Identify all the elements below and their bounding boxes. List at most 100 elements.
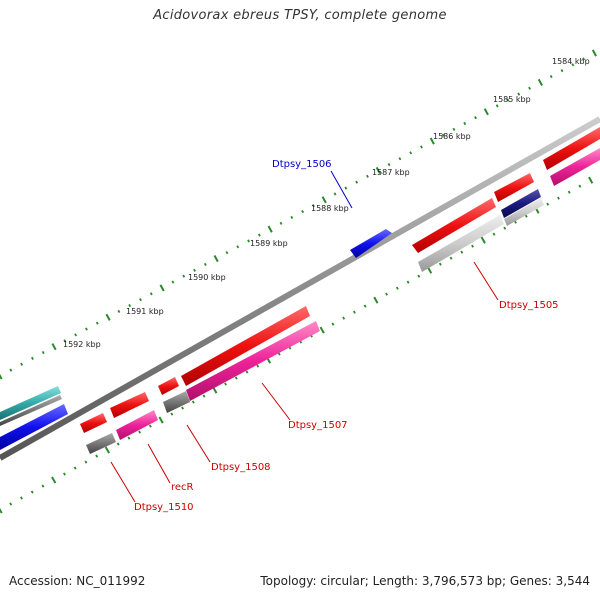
ruler-minor-tick xyxy=(524,214,528,218)
cds-lower-pink-right[interactable] xyxy=(550,148,600,186)
ruler-minor-tick xyxy=(171,280,175,284)
cds-left-gray[interactable] xyxy=(0,395,62,426)
leader-dtpsy-1510 xyxy=(110,461,136,503)
ruler-minor-tick xyxy=(20,362,24,366)
cds-dtpsy-1510-b[interactable] xyxy=(86,433,116,454)
ruler-minor-tick xyxy=(41,484,45,488)
cds-dtpsy-1505-b[interactable] xyxy=(418,215,504,272)
ruler-minor-tick xyxy=(460,250,464,254)
ruler-minor-tick xyxy=(257,233,261,237)
cds-left-teal[interactable] xyxy=(0,386,61,420)
kbp-label: 1587 kbp xyxy=(372,168,410,177)
cds-lower-gray[interactable] xyxy=(504,198,544,226)
ruler-minor-tick xyxy=(149,292,153,296)
ruler-minor-tick xyxy=(225,251,229,255)
ruler-minor-tick xyxy=(449,256,453,260)
cds-dtpsy-1507-a[interactable] xyxy=(181,306,310,386)
ruler-minor-tick xyxy=(352,310,356,314)
ruler-major-tick xyxy=(267,225,273,233)
ruler-minor-tick xyxy=(420,145,423,149)
ruler-minor-tick xyxy=(363,304,367,308)
ruler-minor-tick xyxy=(128,303,132,308)
cds-dtpsy-1508-a[interactable] xyxy=(158,377,179,395)
ruler-minor-tick xyxy=(560,69,564,73)
leader-dtpsy-1507 xyxy=(261,382,291,421)
gene-label-dtpsy-1510[interactable]: Dtpsy_1510 xyxy=(134,502,194,513)
leader-dtpsy-1508 xyxy=(186,424,211,463)
genome-backbone xyxy=(0,116,600,461)
ruler-major-tick xyxy=(480,236,486,244)
cds-dtpsy-1508-b[interactable] xyxy=(163,391,190,413)
ruler-minor-tick xyxy=(301,210,305,214)
ruler-minor-tick xyxy=(398,157,402,161)
ruler-major-tick xyxy=(51,476,57,484)
cds-left-blue[interactable] xyxy=(0,404,68,450)
accession-text: Accession: NC_011992 xyxy=(9,574,146,588)
ruler-major-tick xyxy=(213,255,219,263)
ruler-minor-tick xyxy=(395,286,399,290)
ruler-minor-tick xyxy=(9,368,13,372)
ruler-minor-tick xyxy=(245,370,249,374)
ruler-minor-tick xyxy=(290,215,294,220)
ruler-major-tick xyxy=(51,343,57,351)
cds-upper-c[interactable] xyxy=(543,127,600,170)
ruler-minor-tick xyxy=(312,204,315,208)
ruler-major-tick xyxy=(321,196,327,204)
ruler-minor-tick xyxy=(95,321,99,325)
ruler-minor-tick xyxy=(193,268,196,272)
kbp-label: 1590 kbp xyxy=(188,273,226,282)
ruler-minor-tick xyxy=(417,274,421,278)
ruler-minor-tick xyxy=(247,239,250,243)
kbp-label: 1584 kbp xyxy=(552,57,590,66)
ruler-major-tick xyxy=(373,296,379,304)
kbp-label: 1586 kbp xyxy=(433,132,471,141)
ruler-major-tick xyxy=(375,166,381,175)
cds-dtpsy-1510-a[interactable] xyxy=(80,413,107,433)
ruler-minor-tick xyxy=(41,350,45,355)
ruler-minor-tick xyxy=(387,163,391,167)
ruler-major-tick xyxy=(104,446,110,454)
ruler-minor-tick xyxy=(409,151,413,155)
ruler-minor-tick xyxy=(63,472,66,476)
ruler-major-tick xyxy=(429,137,435,145)
ruler-outer-ticks xyxy=(0,49,597,380)
cds-recr-b[interactable] xyxy=(116,410,158,440)
cds-navy[interactable] xyxy=(501,189,541,218)
ruler-minor-tick xyxy=(492,232,496,236)
map-title: Acidovorax ebreus TPSY, complete genome xyxy=(153,8,447,23)
cds-upper-b[interactable] xyxy=(494,173,534,202)
ruler-minor-tick xyxy=(366,174,369,178)
gene-label-dtpsy-1506[interactable]: Dtpsy_1506 xyxy=(272,159,332,170)
feature-layer xyxy=(0,127,600,454)
ruler-minor-tick xyxy=(571,63,575,67)
ruler-minor-tick xyxy=(30,490,34,494)
cds-dtpsy-1507-b[interactable] xyxy=(186,321,320,401)
cds-dtpsy-1506[interactable] xyxy=(350,229,392,258)
ruler-labels: 1584 kbp 1585 kbp 1586 kbp 1587 kbp 1588… xyxy=(63,57,590,349)
ruler-minor-tick xyxy=(9,502,13,506)
gene-label-dtpsy-1508[interactable]: Dtpsy_1508 xyxy=(211,462,271,473)
ruler-minor-tick xyxy=(441,133,445,137)
gene-labels: Dtpsy_1506 Dtpsy_1505 Dtpsy_1507 Dtpsy_1… xyxy=(134,159,559,513)
ruler-minor-tick xyxy=(344,186,348,190)
ruler-minor-tick xyxy=(331,322,335,326)
ruler-minor-tick xyxy=(20,496,23,500)
ruler-major-tick xyxy=(0,373,3,380)
ruler-minor-tick xyxy=(117,309,121,313)
cds-dtpsy-1505-a[interactable] xyxy=(412,198,496,253)
ruler-minor-tick xyxy=(63,339,67,343)
ruler-major-tick xyxy=(158,416,164,424)
gene-label-dtpsy-1507[interactable]: Dtpsy_1507 xyxy=(288,420,348,431)
ruler-major-tick xyxy=(591,49,597,57)
ruler-minor-tick xyxy=(549,74,553,79)
ruler-minor-tick xyxy=(85,327,88,331)
gene-label-dtpsy-1505[interactable]: Dtpsy_1505 xyxy=(499,300,559,311)
gene-label-recr[interactable]: recR xyxy=(171,482,194,493)
ruler-minor-tick xyxy=(139,298,142,302)
ruler-minor-tick xyxy=(355,180,359,184)
ruler-minor-tick xyxy=(224,382,227,386)
ruler-minor-tick xyxy=(474,116,477,120)
ruler-minor-tick xyxy=(471,244,474,248)
cds-recr-a[interactable] xyxy=(110,392,149,418)
